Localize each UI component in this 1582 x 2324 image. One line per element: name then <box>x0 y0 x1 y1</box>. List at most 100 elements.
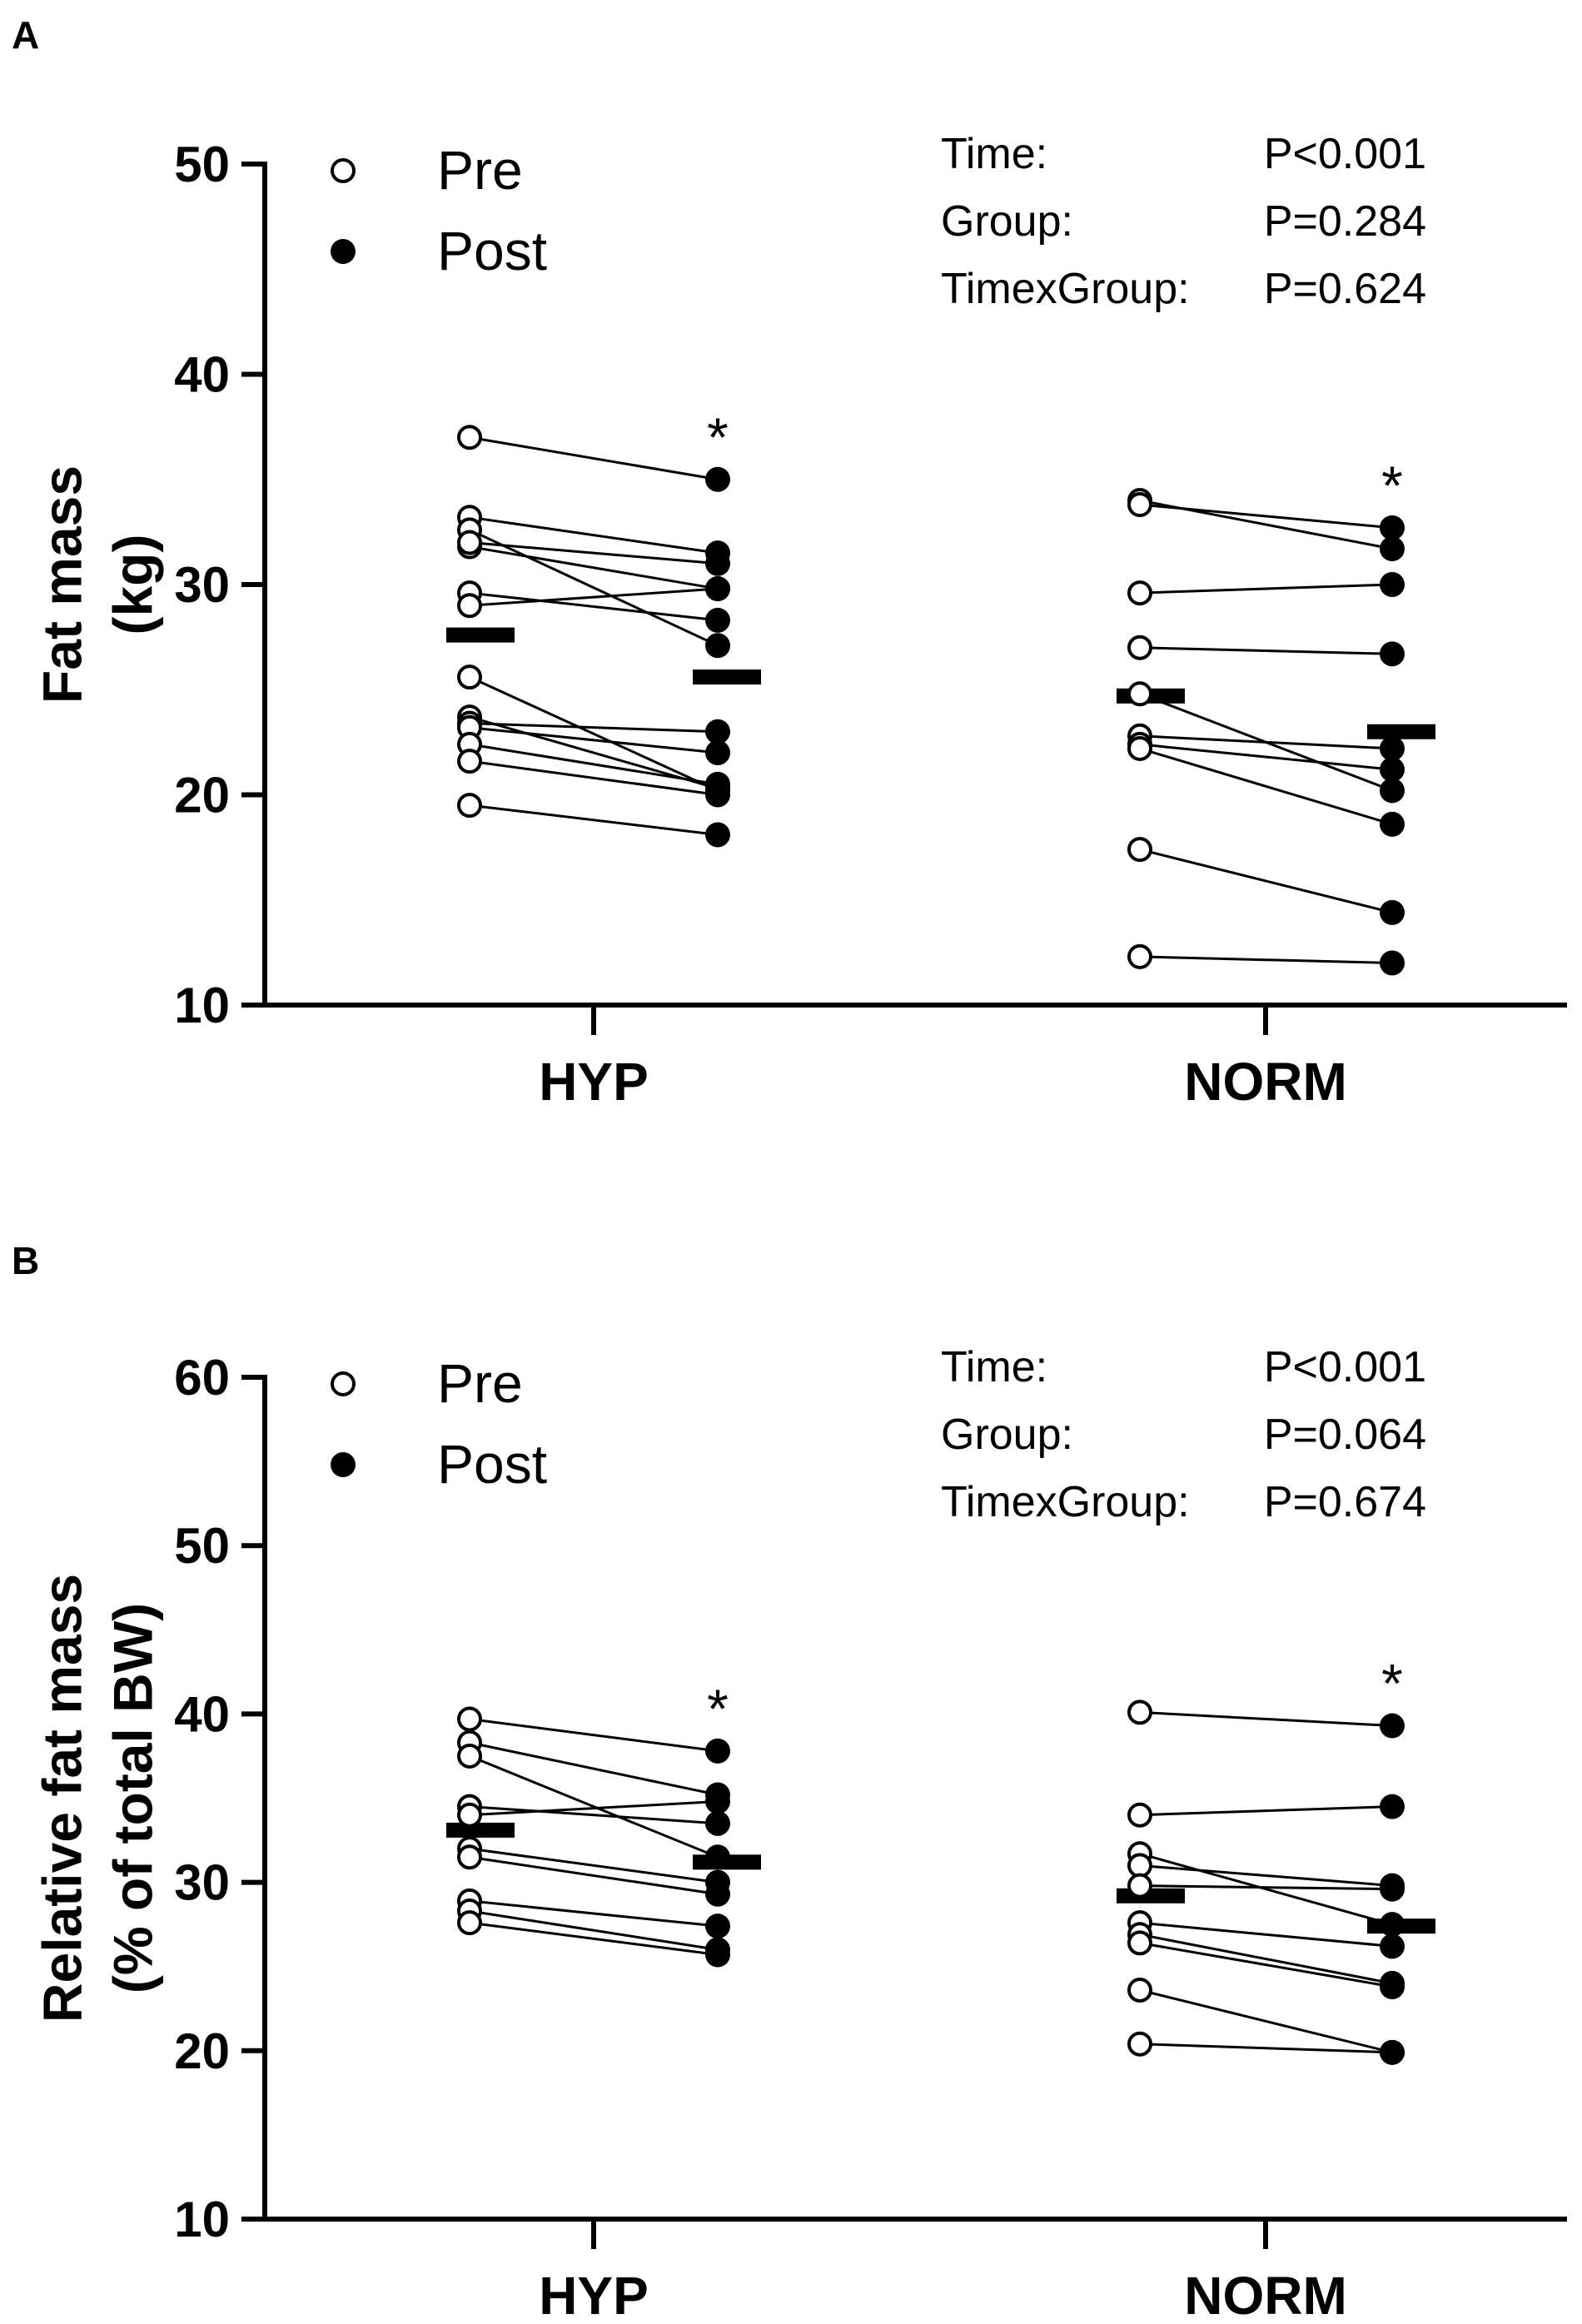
y-tick-label: 50 <box>174 1518 230 1574</box>
post-point <box>1380 536 1405 562</box>
pre-point <box>1127 681 1152 707</box>
x-tick-label: NORM <box>1184 1052 1347 1112</box>
post-point <box>1380 950 1405 976</box>
post-point <box>1380 515 1405 540</box>
legend-post-label: Post <box>437 1433 547 1495</box>
pair-line <box>1139 1805 1393 1817</box>
y-axis-label: (% of total BW) <box>102 1603 163 1993</box>
significance-star: * <box>707 1678 729 1739</box>
pre-point <box>1127 1930 1152 1956</box>
pair-line <box>469 541 719 565</box>
pre-point <box>1127 1699 1152 1725</box>
pre-point <box>457 530 482 555</box>
mean-bar-post <box>1367 724 1435 739</box>
pre-point <box>1127 1853 1152 1879</box>
pair-line <box>469 591 719 622</box>
pair-line <box>469 1741 719 1796</box>
panel-label: B <box>12 1239 39 1282</box>
significance-star: * <box>707 406 729 468</box>
y-axis-label: Relative fat mass <box>31 1574 92 2023</box>
pair-line <box>1139 955 1393 964</box>
pair-line <box>469 545 719 590</box>
pre-point <box>1127 634 1152 660</box>
post-point <box>1380 641 1405 667</box>
legend-post-marker <box>331 239 356 264</box>
pair-line <box>1139 1921 1393 1948</box>
stat-label: Group: <box>941 1411 1073 1459</box>
pre-point <box>457 1743 482 1769</box>
pair-line <box>469 528 719 647</box>
panel-label: A <box>12 13 39 57</box>
stat-value: P=0.674 <box>1264 1478 1426 1526</box>
post-point <box>705 1913 730 1939</box>
pair-line <box>1139 1852 1393 1926</box>
legend-pre-label: Pre <box>437 139 523 201</box>
pre-point <box>457 793 482 819</box>
post-point <box>1380 1973 1405 1999</box>
mean-bar-post <box>693 669 761 685</box>
pair-line <box>469 515 719 555</box>
pre-point <box>457 1844 482 1870</box>
post-point <box>705 740 730 765</box>
pair-line <box>469 1805 719 1825</box>
legend-post-label: Post <box>437 220 547 281</box>
stat-label: TimexGroup: <box>941 1478 1190 1526</box>
stat-value: P<0.001 <box>1264 130 1426 178</box>
stat-value: P=0.284 <box>1264 197 1426 246</box>
panel-a: A Fat mass (kg) 10 20 30 40 50 HYP NORM Pre Post Tim… <box>12 13 1567 1112</box>
x-tick-label: HYP <box>539 1052 649 1112</box>
post-point <box>1380 572 1405 597</box>
stat-label: TimexGroup: <box>941 265 1190 313</box>
pair-line <box>1139 1864 1393 1888</box>
post-point <box>1380 1794 1405 1819</box>
pair-line <box>469 726 719 754</box>
pair-line <box>469 722 719 734</box>
y-tick-label: 10 <box>174 2192 230 2247</box>
stat-value: P=0.064 <box>1264 1411 1426 1459</box>
mean-bar-pre <box>446 1822 515 1838</box>
y-axis-label: Fat mass <box>31 465 92 704</box>
pre-point <box>457 593 482 619</box>
pre-point <box>1127 1978 1152 2003</box>
x-tick-label: NORM <box>1184 2266 1347 2324</box>
pair-line <box>1139 1884 1393 1891</box>
post-point <box>1380 1876 1405 1902</box>
y-tick-label: 20 <box>174 2023 230 2079</box>
post-point <box>1380 1713 1405 1739</box>
pair-line <box>1139 1710 1393 1728</box>
pre-point <box>1127 837 1152 863</box>
post-point <box>1380 757 1405 783</box>
post-point <box>1380 2039 1405 2065</box>
pair-line <box>469 1899 719 1928</box>
pair-line <box>1139 848 1393 914</box>
pre-point <box>1127 1802 1152 1828</box>
pair-line <box>1139 583 1393 595</box>
pair-line <box>469 759 719 796</box>
stat-label: Group: <box>941 197 1073 246</box>
post-point <box>705 1881 730 1907</box>
pre-point <box>1127 735 1152 761</box>
post-point <box>705 633 730 659</box>
post-point <box>705 466 730 492</box>
y-axis-label: (kg) <box>102 535 163 635</box>
post-point <box>1380 735 1405 761</box>
y-tick-label: 30 <box>174 557 230 613</box>
post-point <box>705 1810 730 1836</box>
post-point <box>705 1942 730 1968</box>
mean-bar-pre <box>446 627 515 643</box>
pair-line <box>1139 1941 1393 1988</box>
pre-point <box>1127 2031 1152 2057</box>
pair-line <box>1139 503 1393 530</box>
pre-point <box>1127 943 1152 969</box>
y-tick-label: 10 <box>174 978 230 1033</box>
stat-value: P<0.001 <box>1264 1343 1426 1391</box>
pair-line <box>1139 2043 1393 2054</box>
pair-line <box>469 1847 719 1884</box>
pair-line <box>469 1717 719 1753</box>
post-point <box>1380 899 1405 925</box>
pair-line <box>469 587 719 607</box>
pre-point <box>457 1802 482 1828</box>
pre-point <box>1127 492 1152 518</box>
pair-line <box>469 1909 719 1951</box>
post-point <box>705 607 730 633</box>
